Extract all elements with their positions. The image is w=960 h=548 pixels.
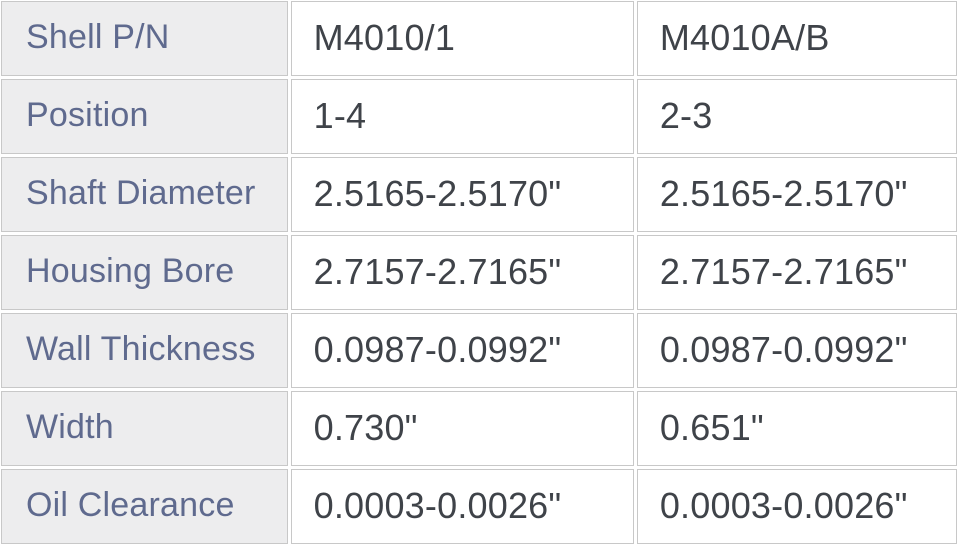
row-label-width: Width xyxy=(1,391,288,466)
row-label-position: Position xyxy=(1,79,288,154)
row-label-shaft-diameter: Shaft Diameter xyxy=(1,157,288,232)
table-row-wall-thickness: Wall Thickness 0.0987-0.0992" 0.0987-0.0… xyxy=(1,313,957,388)
table-row-oil-clearance: Oil Clearance 0.0003-0.0026" 0.0003-0.00… xyxy=(1,469,957,544)
oil-clearance-value-2: 0.0003-0.0026" xyxy=(636,469,957,544)
shell-pn-value-2: M4010A/B xyxy=(636,1,957,76)
oil-clearance-value-1: 0.0003-0.0026" xyxy=(290,469,634,544)
position-value-2: 2-3 xyxy=(636,79,957,154)
table-row-position: Position 1-4 2-3 xyxy=(1,79,957,154)
table-row-width: Width 0.730" 0.651" xyxy=(1,391,957,466)
shaft-diameter-value-1: 2.5165-2.5170" xyxy=(290,157,634,232)
table-row-shell-pn: Shell P/N M4010/1 M4010A/B xyxy=(1,1,957,76)
row-label-housing-bore: Housing Bore xyxy=(1,235,288,310)
row-label-oil-clearance: Oil Clearance xyxy=(1,469,288,544)
shaft-diameter-value-2: 2.5165-2.5170" xyxy=(636,157,957,232)
row-label-wall-thickness: Wall Thickness xyxy=(1,313,288,388)
housing-bore-value-2: 2.7157-2.7165" xyxy=(636,235,957,310)
housing-bore-value-1: 2.7157-2.7165" xyxy=(290,235,634,310)
wall-thickness-value-1: 0.0987-0.0992" xyxy=(290,313,634,388)
table-row-housing-bore: Housing Bore 2.7157-2.7165" 2.7157-2.716… xyxy=(1,235,957,310)
shell-pn-value-1: M4010/1 xyxy=(290,1,634,76)
position-value-1: 1-4 xyxy=(290,79,634,154)
table-row-shaft-diameter: Shaft Diameter 2.5165-2.5170" 2.5165-2.5… xyxy=(1,157,957,232)
wall-thickness-value-2: 0.0987-0.0992" xyxy=(636,313,957,388)
row-label-shell-pn: Shell P/N xyxy=(1,1,288,76)
width-value-1: 0.730" xyxy=(290,391,634,466)
width-value-2: 0.651" xyxy=(636,391,957,466)
